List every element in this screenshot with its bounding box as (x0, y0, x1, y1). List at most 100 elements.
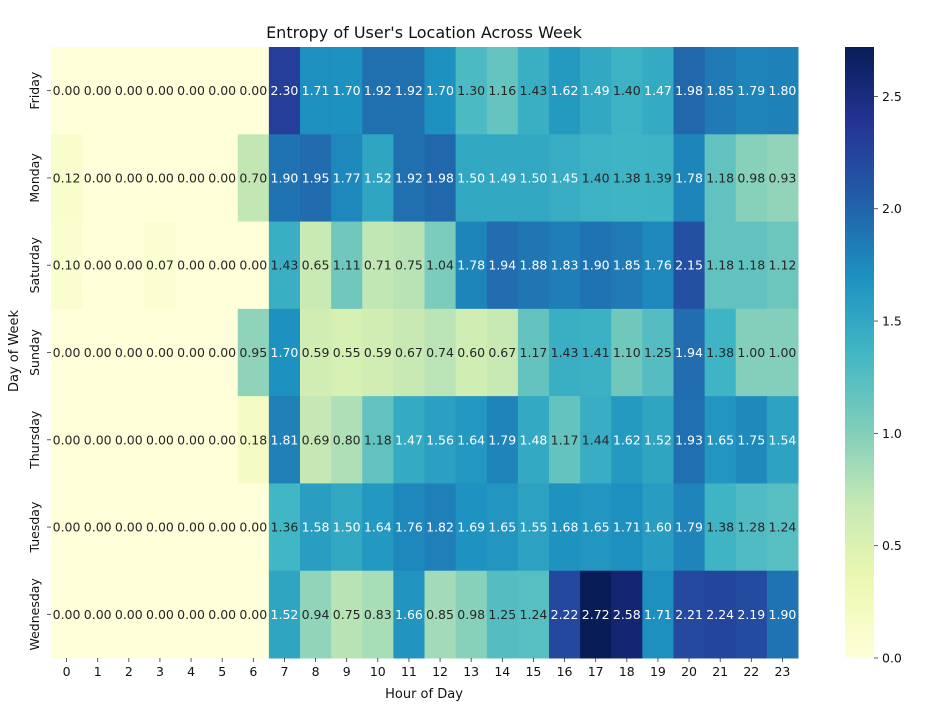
heatmap-cell (268, 570, 301, 659)
heatmap-cell (300, 570, 332, 659)
heatmap-cell (331, 134, 363, 223)
heatmap-cell (766, 396, 799, 484)
cell-value-label: 0.00 (84, 345, 112, 360)
heatmap-cell (206, 308, 239, 397)
heatmap-cell (175, 308, 208, 397)
heatmap-cell (206, 570, 239, 659)
cell-value-label: 1.47 (395, 432, 423, 447)
cell-value-label: 0.00 (208, 170, 236, 185)
cell-value-label: 1.40 (613, 83, 641, 98)
cell-value-label: 0.00 (84, 607, 112, 622)
heatmap-cell (362, 47, 394, 135)
heatmap-cell (206, 396, 239, 484)
heatmap-cell (766, 308, 799, 397)
heatmap-cell (144, 221, 177, 310)
cell-value-label: 1.78 (675, 170, 703, 185)
heatmap-cell (51, 396, 83, 484)
cell-value-label: 1.77 (333, 170, 361, 185)
heatmap-cell (300, 396, 332, 484)
cell-value-label: 0.00 (84, 83, 112, 98)
cell-annotations: 0.00 0.00 0.00 0.00 0.00 0.00 0.00 2.30 1.71 1.70… (53, 83, 797, 622)
heatmap-cell (455, 134, 488, 223)
x-tick-label: 0 (63, 664, 71, 679)
heatmap-cell (766, 221, 799, 310)
x-tick-label: 16 (557, 664, 573, 679)
x-tick-label: 10 (370, 664, 386, 679)
cell-value-label: 0.94 (302, 607, 330, 622)
heatmap-cell (113, 308, 145, 397)
cell-value-label: 1.24 (520, 607, 548, 622)
heatmap-cell (268, 396, 301, 484)
heatmap-cell (331, 308, 363, 397)
cell-value-label: 0.00 (53, 520, 81, 535)
x-tick-label: 21 (712, 664, 728, 679)
cell-value-label: 1.71 (302, 83, 330, 98)
cell-value-label: 0.80 (333, 432, 361, 447)
cell-value-label: 1.28 (737, 520, 765, 535)
heatmap-cell (393, 483, 426, 572)
heatmap-cell (237, 483, 270, 572)
cell-value-label: 0.00 (208, 83, 236, 98)
cell-value-label: 0.00 (208, 520, 236, 535)
y-tick-label: Tuesday (27, 501, 42, 553)
cell-value-label: 1.04 (426, 258, 454, 273)
cell-value-label: 0.00 (115, 258, 143, 273)
cell-value-label: 1.24 (769, 520, 797, 535)
heatmap-cell (175, 47, 208, 135)
heatmap-cell (424, 570, 457, 659)
cell-value-label: 0.00 (84, 432, 112, 447)
cell-value-label: 0.00 (146, 170, 174, 185)
cell-value-label: 0.70 (239, 170, 267, 185)
colorbar-ticks: 0.0 0.5 1.0 1.5 2.0 2.5 (874, 89, 902, 666)
heatmap-cell (580, 47, 612, 135)
heatmap-cell (51, 570, 83, 659)
cell-value-label: 0.65 (302, 258, 330, 273)
heatmap-cell (611, 396, 643, 484)
heatmap-cell (455, 483, 488, 572)
cell-value-label: 1.49 (582, 83, 610, 98)
heatmap-cell (735, 47, 768, 135)
x-tick-label: 2 (125, 664, 133, 679)
cell-value-label: 0.85 (426, 607, 454, 622)
cell-value-label: 0.00 (208, 607, 236, 622)
heatmap-cell (424, 308, 457, 397)
heatmap-cell (424, 483, 457, 572)
cell-value-label: 1.38 (706, 345, 734, 360)
heatmap-cell (673, 396, 706, 484)
cell-value-label: 1.18 (706, 170, 734, 185)
heatmap-cell (455, 570, 488, 659)
cell-value-label: 1.58 (302, 520, 330, 535)
cell-value-label: 1.79 (737, 83, 765, 98)
x-tick-label: 4 (187, 664, 195, 679)
colorbar-tick-label: 1.5 (882, 314, 902, 329)
x-tick-label: 5 (218, 664, 226, 679)
heatmap-cell (549, 134, 581, 223)
cell-value-label: 0.00 (146, 520, 174, 535)
cell-value-label: 2.72 (582, 607, 610, 622)
x-tick-label: 14 (494, 664, 510, 679)
cell-value-label: 0.00 (177, 170, 205, 185)
x-tick-label: 13 (463, 664, 479, 679)
cell-value-label: 0.00 (177, 432, 205, 447)
cell-value-label: 1.60 (644, 520, 672, 535)
cell-value-label: 1.50 (457, 170, 485, 185)
heatmap-cell (766, 47, 799, 135)
cell-value-label: 1.93 (675, 432, 703, 447)
heatmap-cell (51, 308, 83, 397)
heatmap-cell (704, 221, 737, 310)
heatmap-cell (237, 47, 270, 135)
cell-value-label: 0.67 (488, 345, 516, 360)
heatmap-cell (237, 221, 270, 310)
cell-value-label: 0.00 (177, 83, 205, 98)
cell-value-label: 1.70 (426, 83, 454, 98)
heatmap-cell (144, 483, 177, 572)
heatmap-cell (51, 483, 83, 572)
cell-value-label: 0.00 (115, 83, 143, 98)
heatmap-cell (642, 483, 675, 572)
heatmap-cell (517, 308, 550, 397)
heatmap-cell (393, 570, 426, 659)
y-axis-label: Day of Week (7, 309, 22, 392)
heatmap-cell (393, 221, 426, 310)
cell-value-label: 0.00 (208, 345, 236, 360)
cell-value-label: 0.00 (146, 83, 174, 98)
